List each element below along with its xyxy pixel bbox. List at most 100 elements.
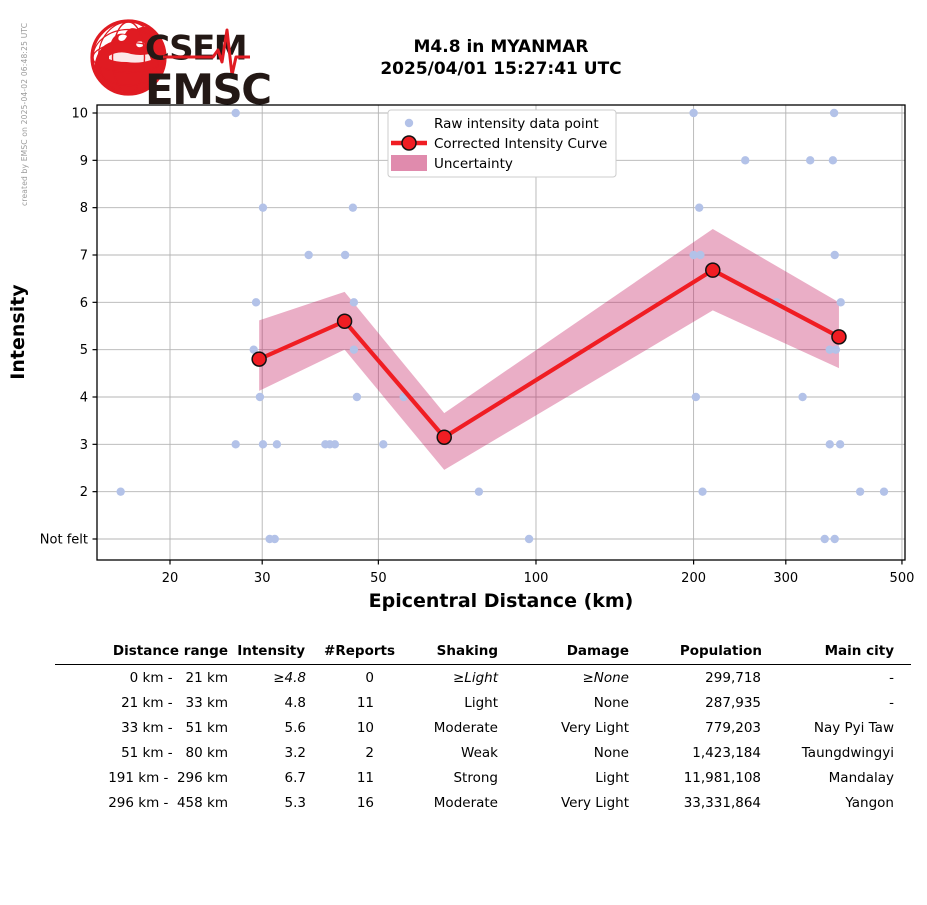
x-tick-label: 200 [681, 571, 706, 586]
y-tick-label: 3 [80, 438, 88, 453]
table-header-cell: Population [679, 643, 762, 659]
raw-point [806, 156, 815, 165]
table-header-row: Distance range Intensity #Reports Shaking Da… [55, 640, 911, 662]
curve-markers [251, 262, 847, 445]
table-header-cell: #Reports [324, 643, 395, 659]
table-row: 0 km - 21 km ≥4.8 0 ≥Light ≥None 299,718 - [55, 665, 911, 690]
table-row: 21 km - 33 km 4.8 11 Light None 287,935 - [55, 690, 911, 715]
raw-point [825, 440, 834, 449]
table-cell: 779,203 [705, 719, 761, 736]
y-tick-label: 9 [80, 154, 88, 169]
table-cell: Light [595, 769, 629, 786]
table-cell: - [889, 694, 894, 711]
grid [97, 105, 905, 560]
logo-text-emsc: EMSC [145, 65, 271, 106]
raw-point [352, 392, 362, 402]
x-tick-label: 30 [254, 571, 271, 586]
raw-point [689, 108, 698, 118]
plot-border [96, 104, 906, 561]
table-row: 191 km - 296 km 6.7 11 Strong Light 11,981,10… [55, 765, 911, 790]
raw-point [741, 156, 750, 165]
raw-point [830, 250, 839, 260]
legend-label: Raw intensity data point [434, 116, 599, 132]
x-axis: 20 30 50 100 200 300 500 Epicentral Distance (k… [162, 560, 914, 612]
raw-point [474, 487, 484, 496]
table-cell: 3.2 [284, 744, 306, 761]
raw-point [270, 534, 279, 544]
y-axis-label: Intensity [7, 284, 29, 380]
table-cell: 191 km - 296 km [108, 769, 228, 786]
y-tick-label: 4 [80, 390, 88, 405]
table-cell: Nay Pyi Taw [813, 719, 894, 736]
table-cell: 16 [356, 794, 374, 811]
raw-point [255, 392, 265, 402]
table-cell: 2 [365, 744, 374, 761]
raw-point [258, 203, 268, 212]
raw-point [524, 534, 534, 544]
raw-point [798, 392, 807, 402]
raw-point [855, 487, 865, 496]
legend-marker-icon [401, 135, 417, 151]
legend-patch-icon [391, 155, 427, 171]
y-tick-label: 10 [71, 107, 88, 122]
raw-point [695, 203, 704, 212]
emsc-logo: CSEM EMSC [90, 19, 272, 106]
raw-point [249, 345, 258, 354]
y-axis: 10 9 8 7 6 5 4 3 2 Not felt Intensity [7, 107, 97, 547]
table-cell: Very Light [560, 794, 629, 811]
table-cell: Yangon [845, 794, 894, 811]
table-cell: Moderate [433, 719, 498, 736]
y-tick-label: 8 [80, 201, 88, 216]
raw-point [379, 440, 388, 449]
table-cell: Moderate [433, 794, 498, 811]
raw-point [349, 345, 359, 354]
y-tick-label: Not felt [40, 532, 88, 547]
y-tick-label: 2 [80, 485, 88, 500]
table-cell: Strong [453, 769, 498, 786]
raw-point [272, 440, 282, 449]
y-tick-label: 6 [80, 296, 88, 311]
x-tick-label: 20 [162, 571, 179, 586]
table-cell: 6.7 [284, 769, 306, 786]
table-cell: 0 km - 21 km [129, 669, 228, 686]
globe-icon [90, 19, 167, 96]
table-cell: 299,718 [705, 669, 761, 686]
table-cell: Weak [461, 744, 498, 761]
raw-point [330, 440, 340, 449]
raw-point [698, 487, 707, 496]
y-tick-label: 7 [80, 248, 88, 263]
table-cell: - [889, 669, 894, 686]
table-cell: 33 km - 51 km [121, 719, 228, 736]
raw-point [831, 345, 841, 354]
raw-point [116, 487, 125, 496]
x-tick-label: 50 [370, 571, 387, 586]
table-cell: 1,423,184 [692, 744, 761, 761]
raw-point [828, 156, 838, 165]
raw-point [348, 203, 358, 212]
raw-point [689, 250, 698, 260]
event-datetime: 2025/04/01 15:27:41 UTC [380, 59, 622, 79]
table-header-cell: Damage [566, 643, 629, 659]
raw-point [836, 298, 845, 307]
curve-marker [831, 329, 847, 345]
table-cell: 11,981,108 [683, 769, 761, 786]
table-cell: 4.8 [284, 694, 306, 711]
table-cell: Mandalay [828, 769, 894, 786]
table-header-cell: Intensity [237, 643, 305, 659]
table-cell: ≥None [582, 669, 629, 686]
table-cell: 5.3 [284, 794, 306, 811]
raw-point [696, 250, 705, 260]
legend-label: Corrected Intensity Curve [434, 136, 607, 152]
table-cell: Taungdwingyi [801, 744, 894, 761]
raw-point [825, 345, 834, 354]
raw-point [340, 250, 350, 260]
raw-point [258, 440, 268, 449]
table-cell: 33,331,864 [683, 794, 761, 811]
raw-point [829, 108, 839, 118]
legend-label: Uncertainty [434, 156, 513, 172]
uncertainty-band [259, 228, 839, 470]
page-title: M4.8 in MYANMAR 2025/04/01 15:27:41 UTC [75, 36, 927, 80]
curve-marker [705, 262, 721, 278]
table-cell: ≥4.8 [273, 669, 306, 686]
